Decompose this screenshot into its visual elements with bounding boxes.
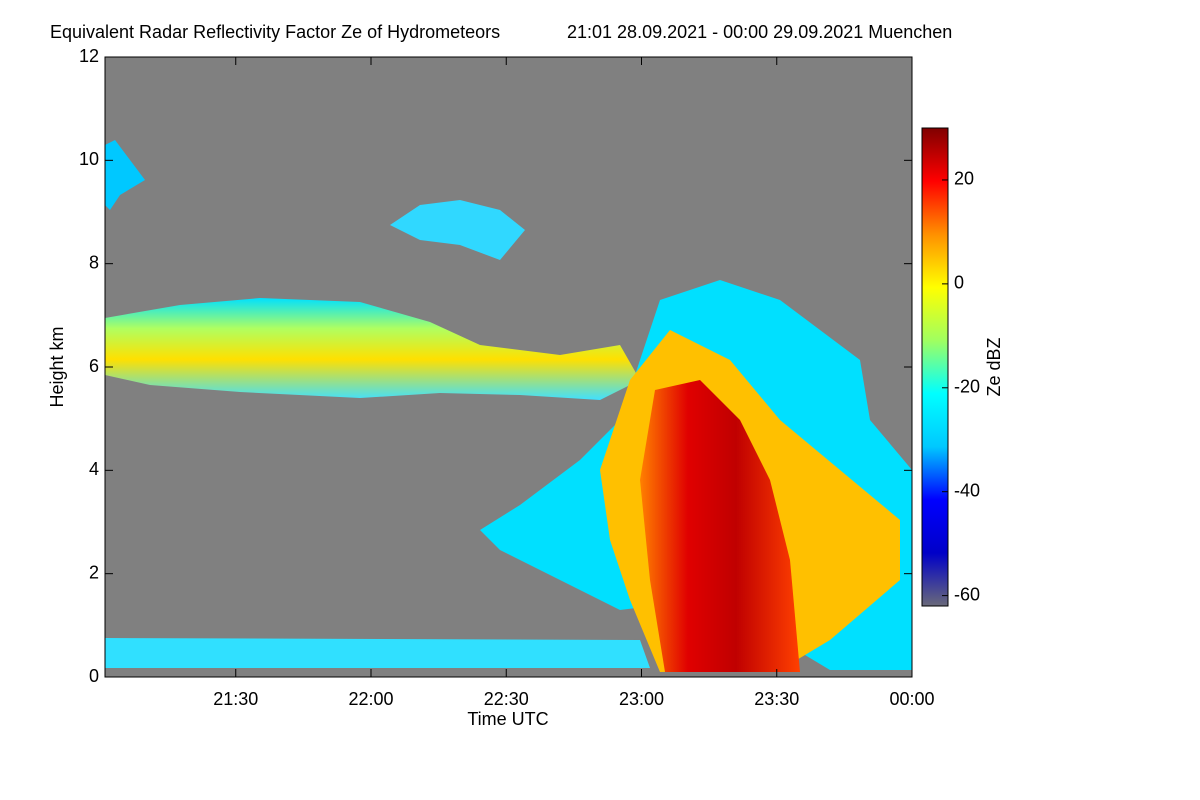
- y-tick-label: 4: [89, 459, 99, 479]
- y-axis-label: Height km: [47, 326, 67, 407]
- x-tick-label: 22:00: [348, 689, 393, 709]
- colorbar: [921, 127, 949, 607]
- cirrus-left: [105, 140, 145, 210]
- colorbar-tick-label: -40: [954, 480, 980, 500]
- y-tick-label: 12: [79, 46, 99, 66]
- y-tick-label: 10: [79, 149, 99, 169]
- x-tick-label: 00:00: [889, 689, 934, 709]
- mid-layer: [105, 298, 640, 400]
- colorbar-label: Ze dBZ: [984, 337, 1004, 396]
- reflectivity-field: [105, 57, 912, 677]
- x-tick-label: 21:30: [213, 689, 258, 709]
- y-tick-label: 2: [89, 562, 99, 582]
- x-tick-label: 23:00: [619, 689, 664, 709]
- colorbar-tick-label: -60: [954, 584, 980, 604]
- y-tick-label: 6: [89, 356, 99, 376]
- chart-subtitle: 21:01 28.09.2021 - 00:00 29.09.2021 Muen…: [567, 22, 952, 42]
- low-band: [105, 638, 650, 668]
- x-tick-label: 23:30: [754, 689, 799, 709]
- ice-cloud: [390, 200, 525, 260]
- colorbar-tick-label: 0: [954, 273, 964, 293]
- x-axis-label: Time UTC: [467, 709, 548, 729]
- colorbar-tick-label: 20: [954, 169, 974, 189]
- colorbar-tick-label: -20: [954, 377, 980, 397]
- y-tick-label: 0: [89, 666, 99, 686]
- x-tick-label: 22:30: [484, 689, 529, 709]
- storm-core: [640, 380, 800, 672]
- y-tick-label: 8: [89, 252, 99, 272]
- chart-title: Equivalent Radar Reflectivity Factor Ze …: [50, 22, 500, 42]
